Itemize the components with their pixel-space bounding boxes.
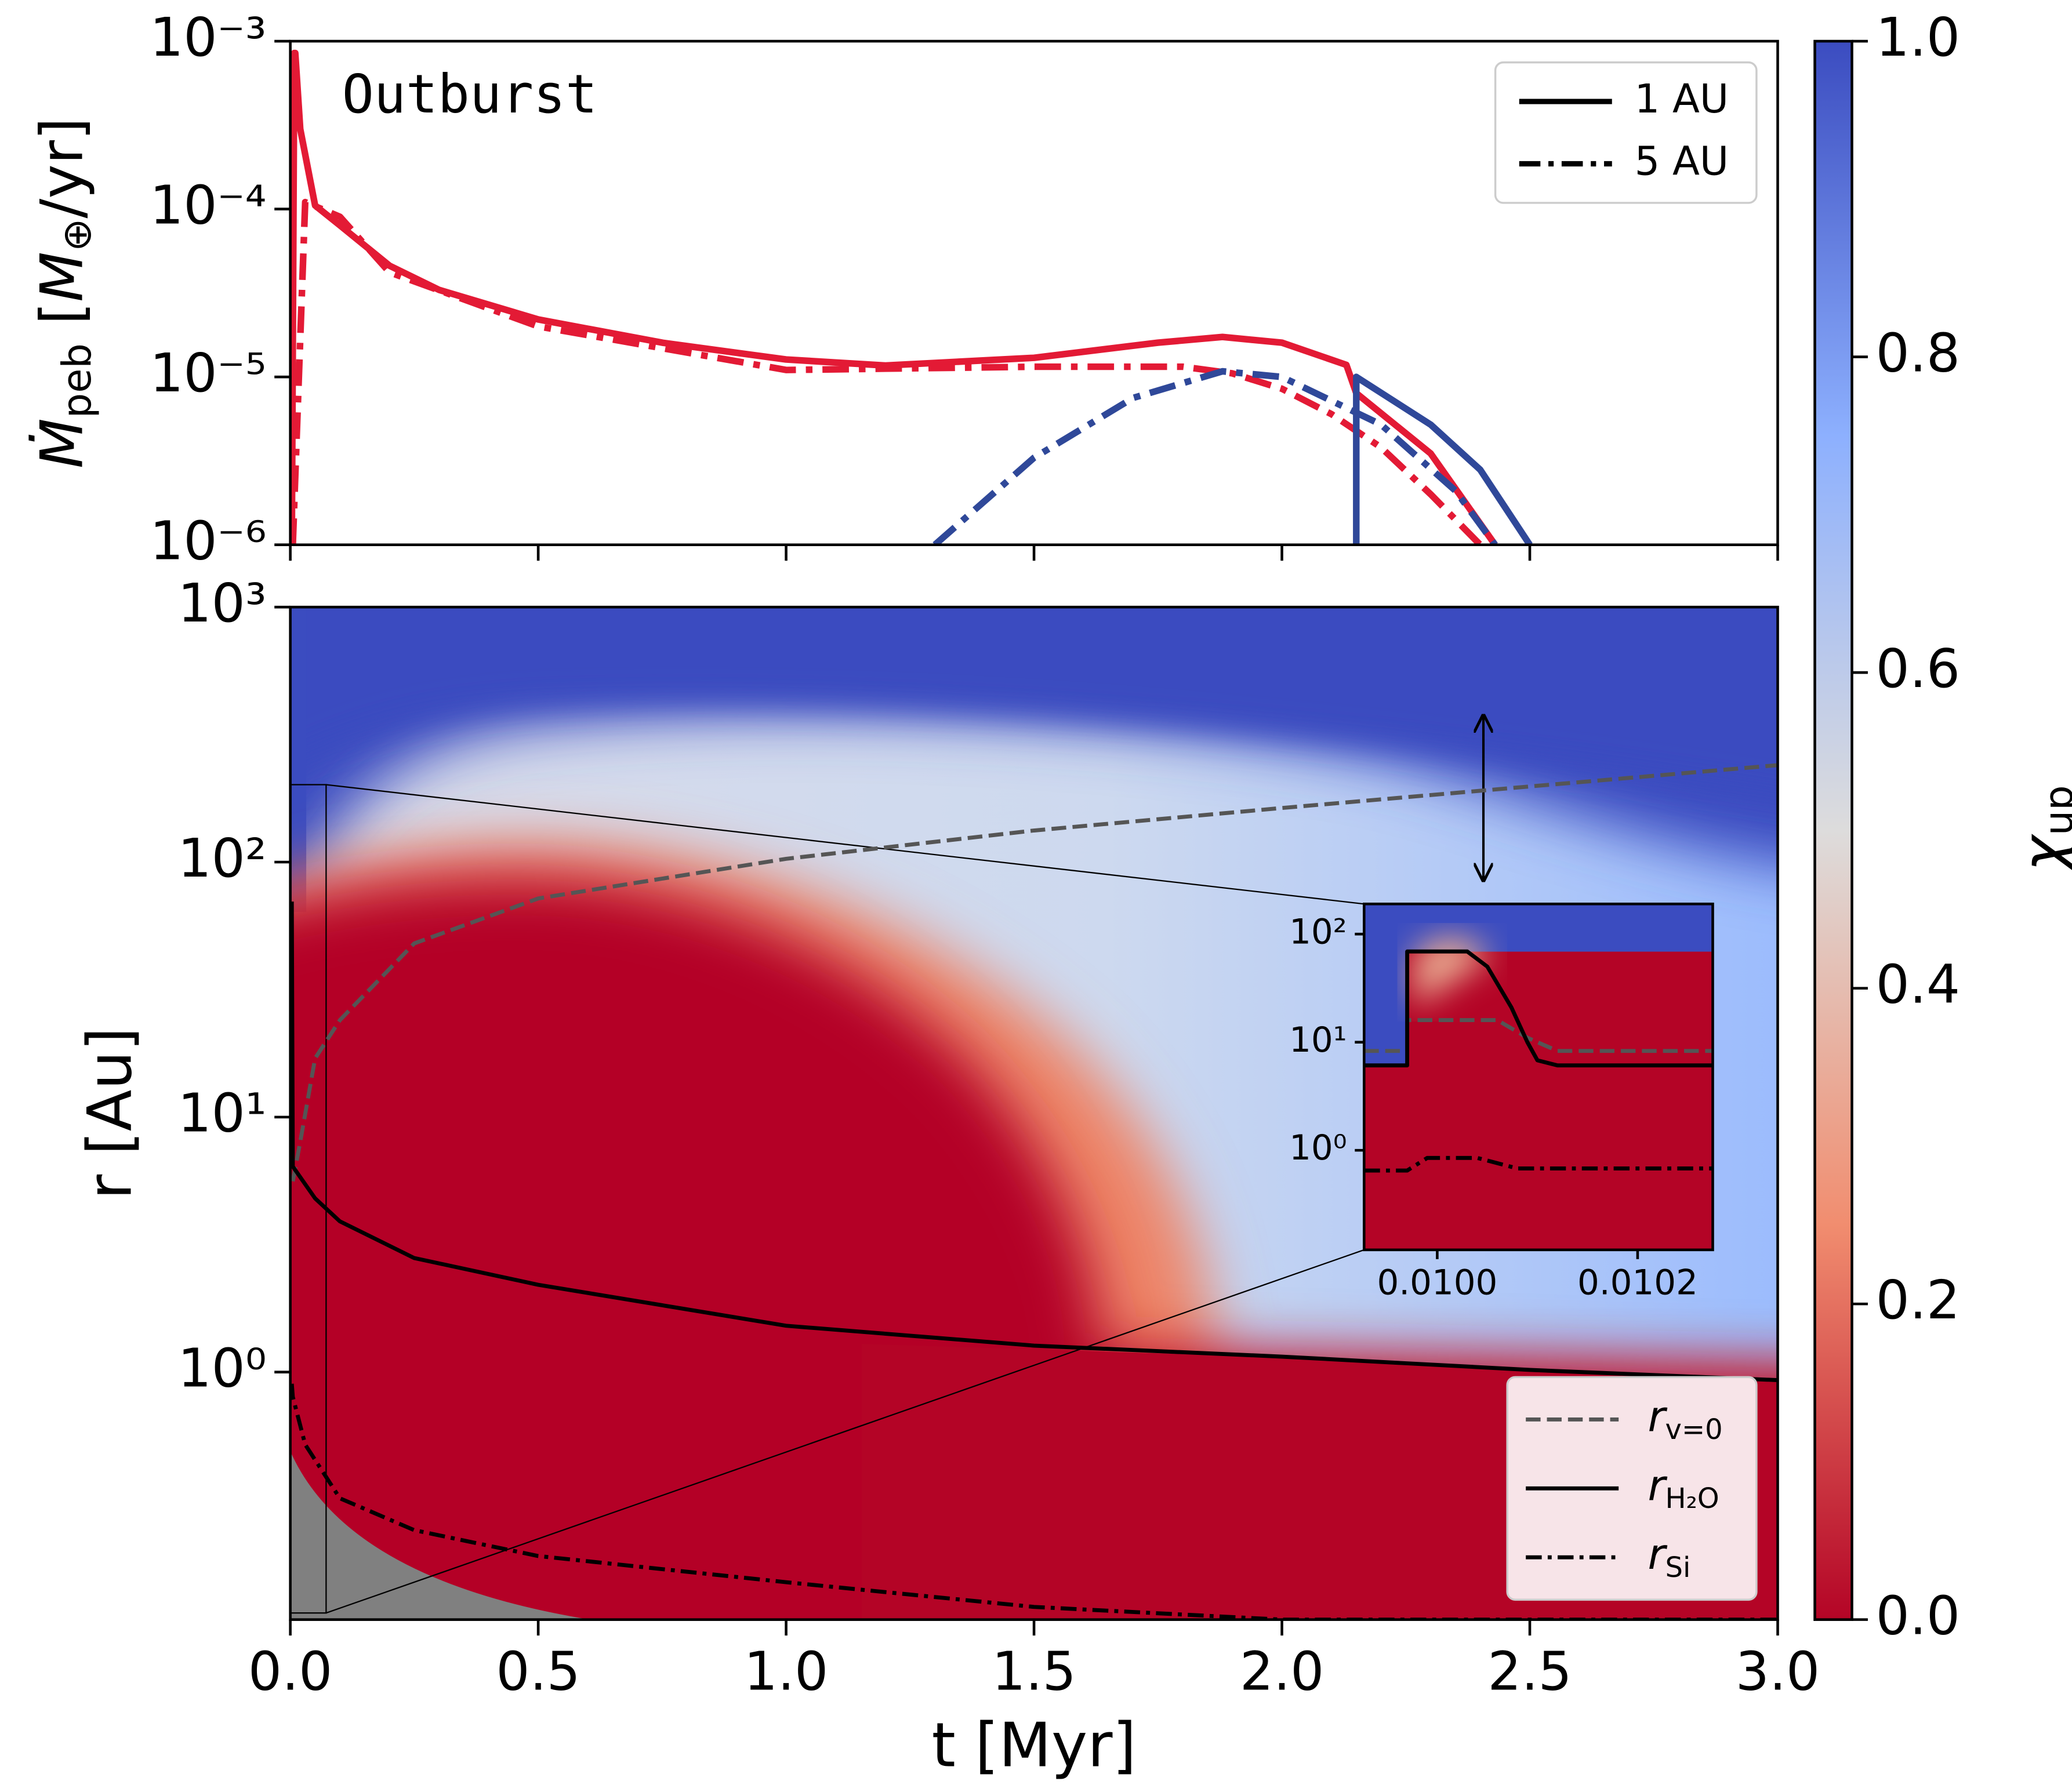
y-axis-label-part: peb xyxy=(54,343,100,418)
y-axis-label-part: M xyxy=(28,252,96,302)
legend-box xyxy=(1494,61,1758,204)
inset-heatmap xyxy=(1364,904,1713,1250)
y-tick-label: 10⁻³ xyxy=(150,6,266,68)
legend-box xyxy=(1506,1376,1758,1601)
legend-label-sub: H₂O xyxy=(1665,1482,1719,1515)
y-tick-label: 10⁻⁶ xyxy=(150,510,266,572)
series-line xyxy=(1353,373,1533,545)
y-axis-label-part: /yr] xyxy=(28,118,96,219)
axes-frame xyxy=(1362,902,1714,1252)
colorbar-label-sub: up xyxy=(2036,785,2072,835)
colorbar-label-symbol: χ xyxy=(2008,834,2072,875)
x-tick-label: 1.5 xyxy=(992,1641,1076,1703)
legend-label: rv=0 xyxy=(1648,1392,1722,1446)
zoom-line xyxy=(325,1249,1365,1614)
y-axis-label: Ṁpeb [M⊕/yr] xyxy=(28,118,101,468)
y-axis-label-part: ⊕ xyxy=(54,219,100,252)
zoom-line xyxy=(326,784,1365,905)
legend-label-sub: Si xyxy=(1665,1551,1691,1584)
panel-title: Outburst xyxy=(342,63,597,125)
series-line xyxy=(290,902,1778,1382)
y-tick-label: 10⁰ xyxy=(1289,1128,1347,1168)
x-tick-label: 2.5 xyxy=(1487,1641,1572,1703)
legend-label-name: r xyxy=(1648,1392,1667,1441)
series-line xyxy=(1364,1155,1713,1173)
heatmap-blue xyxy=(290,607,1778,796)
colorbar-tick-label: 0.8 xyxy=(1876,322,1960,384)
legend-label: rSi xyxy=(1648,1530,1690,1584)
y-axis-label-part: Ṁ xyxy=(28,418,96,468)
x-tick-label: 2.0 xyxy=(1240,1641,1324,1703)
x-tick-label: 0.0 xyxy=(248,1641,332,1703)
legend-label: 5 AU xyxy=(1635,139,1729,185)
x-tick-label: 0.5 xyxy=(496,1641,580,1703)
y-tick-label: 10⁻⁵ xyxy=(150,342,266,404)
series-line xyxy=(291,763,1778,1182)
y-tick-label: 10² xyxy=(177,827,266,889)
y-axis-label-part: [ xyxy=(28,302,96,343)
x-axis-label: t [Myr] xyxy=(932,1709,1137,1780)
series-line xyxy=(290,1383,1778,1620)
x-tick-label: 3.0 xyxy=(1736,1641,1820,1703)
legend-label: rH₂O xyxy=(1648,1461,1719,1515)
colorbar-tick-label: 0.6 xyxy=(1876,638,1960,700)
y-tick-label: 10² xyxy=(1289,912,1347,952)
legend-label-name: r xyxy=(1648,1461,1667,1510)
x-tick-label: 1.0 xyxy=(744,1641,828,1703)
colorbar-tick-label: 0.2 xyxy=(1876,1269,1960,1331)
y-axis-label: r [Au] xyxy=(74,1027,145,1199)
y-tick-label: 10⁰ xyxy=(177,1337,266,1400)
y-tick-label: 10³ xyxy=(177,572,266,634)
series-line xyxy=(932,368,1498,545)
colorbar xyxy=(1813,39,1853,1621)
series-line xyxy=(1364,949,1713,1068)
y-tick-label: 10¹ xyxy=(1289,1020,1347,1060)
colorbar-tick-label: 1.0 xyxy=(1876,6,1960,68)
colorbar-tick-label: 0.0 xyxy=(1876,1585,1960,1647)
colorbar-tick-label: 0.4 xyxy=(1876,953,1960,1015)
legend-label-sub: v=0 xyxy=(1665,1413,1723,1446)
legend-label: 1 AU xyxy=(1635,76,1729,122)
heatmap-blue-strip xyxy=(290,607,307,912)
x-tick-label: 0.0100 xyxy=(1377,1263,1497,1303)
series-line xyxy=(290,198,1483,545)
x-tick-label: 0.0102 xyxy=(1577,1263,1698,1303)
gray-region xyxy=(290,1451,590,1620)
series-line xyxy=(290,49,1498,545)
y-tick-label: 10⁻⁴ xyxy=(150,174,266,236)
y-tick-label: 10¹ xyxy=(177,1082,266,1144)
legend-label-name: r xyxy=(1648,1530,1667,1579)
colorbar-label: χup xyxy=(2008,785,2072,874)
